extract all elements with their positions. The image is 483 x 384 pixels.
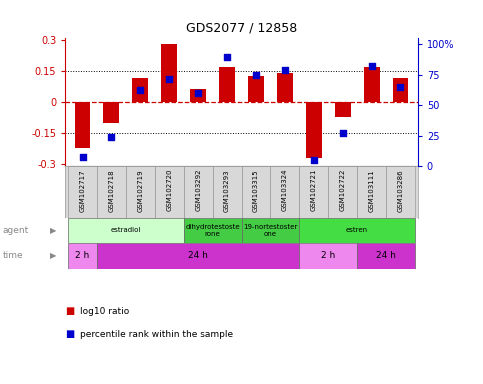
Point [252, 72, 260, 78]
Bar [299, 166, 328, 218]
Text: percentile rank within the sample: percentile rank within the sample [80, 329, 233, 339]
Text: GSM103286: GSM103286 [398, 169, 403, 212]
Bar [299, 218, 415, 243]
Text: GSM103292: GSM103292 [195, 169, 201, 212]
Point [165, 76, 173, 82]
Point [108, 134, 115, 140]
Text: GDS2077 / 12858: GDS2077 / 12858 [186, 21, 297, 34]
Bar [219, 67, 235, 103]
Text: GSM102722: GSM102722 [340, 169, 346, 211]
Bar [184, 166, 213, 218]
Text: GSM102720: GSM102720 [166, 169, 172, 212]
Bar [357, 166, 386, 218]
Text: 2 h: 2 h [321, 252, 335, 260]
Bar [132, 78, 148, 103]
Point [368, 63, 375, 70]
Text: dihydrotestoste
rone: dihydrotestoste rone [185, 224, 240, 237]
Bar [364, 67, 380, 103]
Bar [68, 243, 97, 269]
Bar [242, 218, 299, 243]
Bar [270, 166, 299, 218]
Bar [393, 78, 409, 103]
Bar [386, 166, 415, 218]
Point [310, 157, 318, 163]
Point [79, 154, 86, 160]
Bar [161, 43, 177, 103]
Bar [277, 73, 293, 103]
Point [223, 54, 231, 60]
Text: GSM102717: GSM102717 [80, 169, 85, 212]
Bar [357, 243, 415, 269]
Bar [97, 243, 299, 269]
Text: GSM103324: GSM103324 [282, 169, 288, 212]
Text: 24 h: 24 h [188, 252, 208, 260]
Bar [242, 166, 270, 218]
Bar [213, 166, 242, 218]
Text: 2 h: 2 h [75, 252, 90, 260]
Bar [155, 166, 184, 218]
Text: ■: ■ [65, 306, 74, 316]
Text: ▶: ▶ [50, 252, 57, 260]
Text: GSM103293: GSM103293 [224, 169, 230, 212]
Bar [248, 76, 264, 103]
Text: estradiol: estradiol [111, 227, 141, 233]
Bar [97, 166, 126, 218]
Text: GSM103111: GSM103111 [369, 169, 374, 212]
Bar [184, 218, 242, 243]
Text: GSM102719: GSM102719 [137, 169, 143, 212]
Point [194, 90, 202, 96]
Bar [299, 243, 357, 269]
Bar [190, 89, 206, 103]
Bar [335, 103, 351, 117]
Bar [126, 166, 155, 218]
Text: 24 h: 24 h [376, 252, 396, 260]
Bar [74, 103, 90, 148]
Text: estren: estren [346, 227, 368, 233]
Point [281, 67, 289, 73]
Bar [68, 218, 184, 243]
Text: time: time [2, 252, 23, 260]
Text: log10 ratio: log10 ratio [80, 306, 129, 316]
Text: GSM102721: GSM102721 [311, 169, 317, 212]
Bar [306, 103, 322, 158]
Bar [68, 166, 97, 218]
Text: agent: agent [2, 226, 28, 235]
Point [397, 84, 404, 90]
Text: ▶: ▶ [50, 226, 57, 235]
Text: 19-nortestoster
one: 19-nortestoster one [243, 224, 298, 237]
Point [339, 131, 346, 137]
Bar [328, 166, 357, 218]
Bar [103, 103, 119, 123]
Text: GSM103315: GSM103315 [253, 169, 259, 212]
Point [137, 86, 144, 93]
Text: GSM102718: GSM102718 [109, 169, 114, 212]
Text: ■: ■ [65, 329, 74, 339]
